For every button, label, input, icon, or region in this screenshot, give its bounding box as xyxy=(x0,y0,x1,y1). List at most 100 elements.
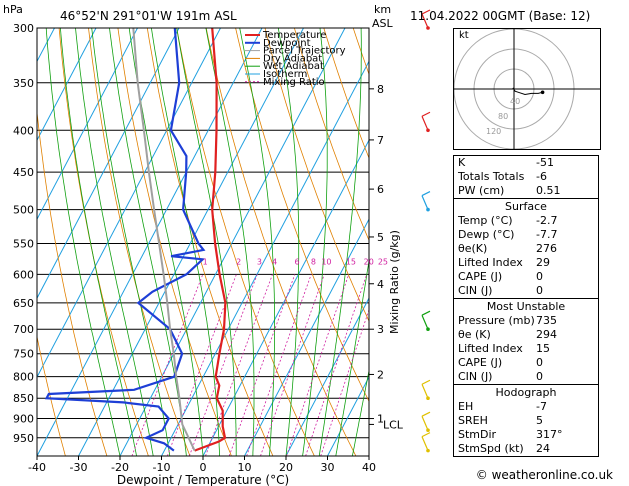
wind-barb-base xyxy=(426,448,430,453)
mixing-ratio-label: 3 xyxy=(257,257,262,266)
height-tick-label: 1 xyxy=(377,413,384,426)
hodograph-ring-label: 40 xyxy=(510,97,520,106)
isotherm-line xyxy=(244,218,369,456)
surface-value: 0 xyxy=(536,284,543,297)
mixing-ratio-axis-title: Mixing Ratio (g/kg) xyxy=(388,230,401,334)
isotherm-line xyxy=(37,28,263,456)
legend-label: Temperature xyxy=(262,30,326,41)
surface-value: -7.7 xyxy=(536,228,558,241)
pressure-tick-label: 800 xyxy=(13,371,34,384)
wet-adiabat-line xyxy=(60,28,137,456)
wind-barb-base xyxy=(426,207,430,212)
location-title: 46°52'N 291°01'W 191m ASL xyxy=(60,9,237,23)
mixing-ratio-line xyxy=(205,274,273,456)
wind-barb-shaft xyxy=(421,314,429,330)
wind-barb-flag xyxy=(421,9,431,15)
dry-adiabat-line xyxy=(264,28,369,323)
dry-adiabat-line xyxy=(58,28,149,456)
mixing-ratio-label: 10 xyxy=(321,257,331,266)
most-unstable-value: 15 xyxy=(536,342,550,355)
wet-adiabat-line xyxy=(335,258,369,456)
surface-label: Lifted Index xyxy=(458,256,523,269)
dry-adiabat-line xyxy=(294,28,369,242)
most-unstable-row: Lifted Index 15 xyxy=(454,342,598,356)
hodograph-index-row: StmDir 317° xyxy=(454,428,598,442)
wind-barb-shaft xyxy=(421,383,429,399)
wind-barb-base xyxy=(426,428,430,433)
x-tick-label: 30 xyxy=(321,461,335,474)
hodograph-index-value: -7 xyxy=(536,400,547,413)
x-tick-label: -30 xyxy=(70,461,88,474)
wind-barb-flag xyxy=(421,379,431,385)
most-unstable-label: Lifted Index xyxy=(458,342,523,355)
isotherm-line xyxy=(202,139,369,456)
hodograph-trace xyxy=(512,87,543,96)
pressure-tick-label: 600 xyxy=(13,268,34,281)
profile-lines xyxy=(44,28,227,452)
most-unstable-value: 0 xyxy=(536,356,543,369)
mixing-ratio-line xyxy=(246,274,312,456)
x-tick-label: -20 xyxy=(111,461,129,474)
dewpoint-line xyxy=(44,28,206,452)
mixing-ratio-line xyxy=(305,274,368,456)
index-label: PW (cm) xyxy=(458,184,505,197)
isotherm-line xyxy=(327,375,369,456)
wind-barb-base xyxy=(426,26,430,30)
wet-adiabat-line xyxy=(205,28,255,456)
surface-label: Temp (°C) xyxy=(458,214,513,227)
height-unit-km: km xyxy=(374,3,391,16)
pressure-unit-label: hPa xyxy=(3,3,23,16)
x-tick-label: -40 xyxy=(28,461,46,474)
most-unstable-label: CIN (J) xyxy=(458,370,493,383)
legend-label: Dry Adiabat xyxy=(263,53,322,64)
surface-row: CIN (J) 0 xyxy=(454,284,598,298)
index-value: -6 xyxy=(536,170,547,183)
hodograph-endpoint xyxy=(540,90,545,95)
wind-barb-base xyxy=(426,396,430,401)
isotherm-line xyxy=(0,28,13,456)
hodograph-index-value: 24 xyxy=(536,442,550,455)
index-value: -51 xyxy=(536,156,554,169)
isotherm-line xyxy=(37,28,97,142)
mixing-ratio-label: 2 xyxy=(236,257,241,266)
pressure-tick-label: 900 xyxy=(13,413,34,426)
pressure-tick-label: 450 xyxy=(13,166,34,179)
mixing-ratio-label: 8 xyxy=(311,257,316,266)
mixing-ratio-label: 1 xyxy=(203,257,208,266)
hodograph-ring-label: 80 xyxy=(498,112,508,121)
wet-adiabat-line xyxy=(176,28,237,456)
dry-adiabat-line xyxy=(618,28,629,456)
x-tick-label: -10 xyxy=(153,461,171,474)
wind-barb-flag xyxy=(421,111,431,117)
isotherm-line xyxy=(37,28,138,221)
legend-label: Wet Adiabat xyxy=(263,61,324,72)
most-unstable-label: CAPE (J) xyxy=(458,356,503,369)
pressure-tick-label: 350 xyxy=(13,77,34,90)
wind-barb-base xyxy=(426,327,430,332)
mixing-ratio-line xyxy=(189,274,258,456)
index-label: K xyxy=(458,156,466,169)
legend-label: Parcel Trajectory xyxy=(263,46,346,57)
surface-row: CAPE (J) 0 xyxy=(454,270,598,284)
surface-label: θe(K) xyxy=(458,242,488,255)
mixing-ratio-label: 25 xyxy=(378,257,388,266)
mixing-ratio-line xyxy=(228,274,296,456)
hodograph-indices-rows: EH -7 SREH 5 StmDir 317° StmSpd (kt) 24 xyxy=(454,400,598,456)
most-unstable-title: Most Unstable xyxy=(454,298,598,314)
most-unstable-label: θe (K) xyxy=(458,328,491,341)
wet-adiabat-line xyxy=(302,28,328,456)
axes: 3003504004505005506006507007508008509009… xyxy=(13,22,404,474)
dry-adiabat-line xyxy=(37,334,66,456)
most-unstable-rows: Pressure (mb) 735 θe (K) 294 Lifted Index 15 C… xyxy=(454,314,598,384)
parcel-trajectory-line xyxy=(132,28,196,452)
height-tick-label: 5 xyxy=(377,231,384,244)
dry-adiabat-line xyxy=(37,108,108,456)
hodograph-unit-label: kt xyxy=(459,30,469,41)
wet-adiabat-line xyxy=(75,28,154,456)
hodograph-index-value: 5 xyxy=(536,414,543,427)
most-unstable-value: 0 xyxy=(536,370,543,383)
isotherm-line xyxy=(285,297,369,456)
isotherm-line xyxy=(119,28,346,456)
legend-label: Dewpoint xyxy=(263,38,311,49)
